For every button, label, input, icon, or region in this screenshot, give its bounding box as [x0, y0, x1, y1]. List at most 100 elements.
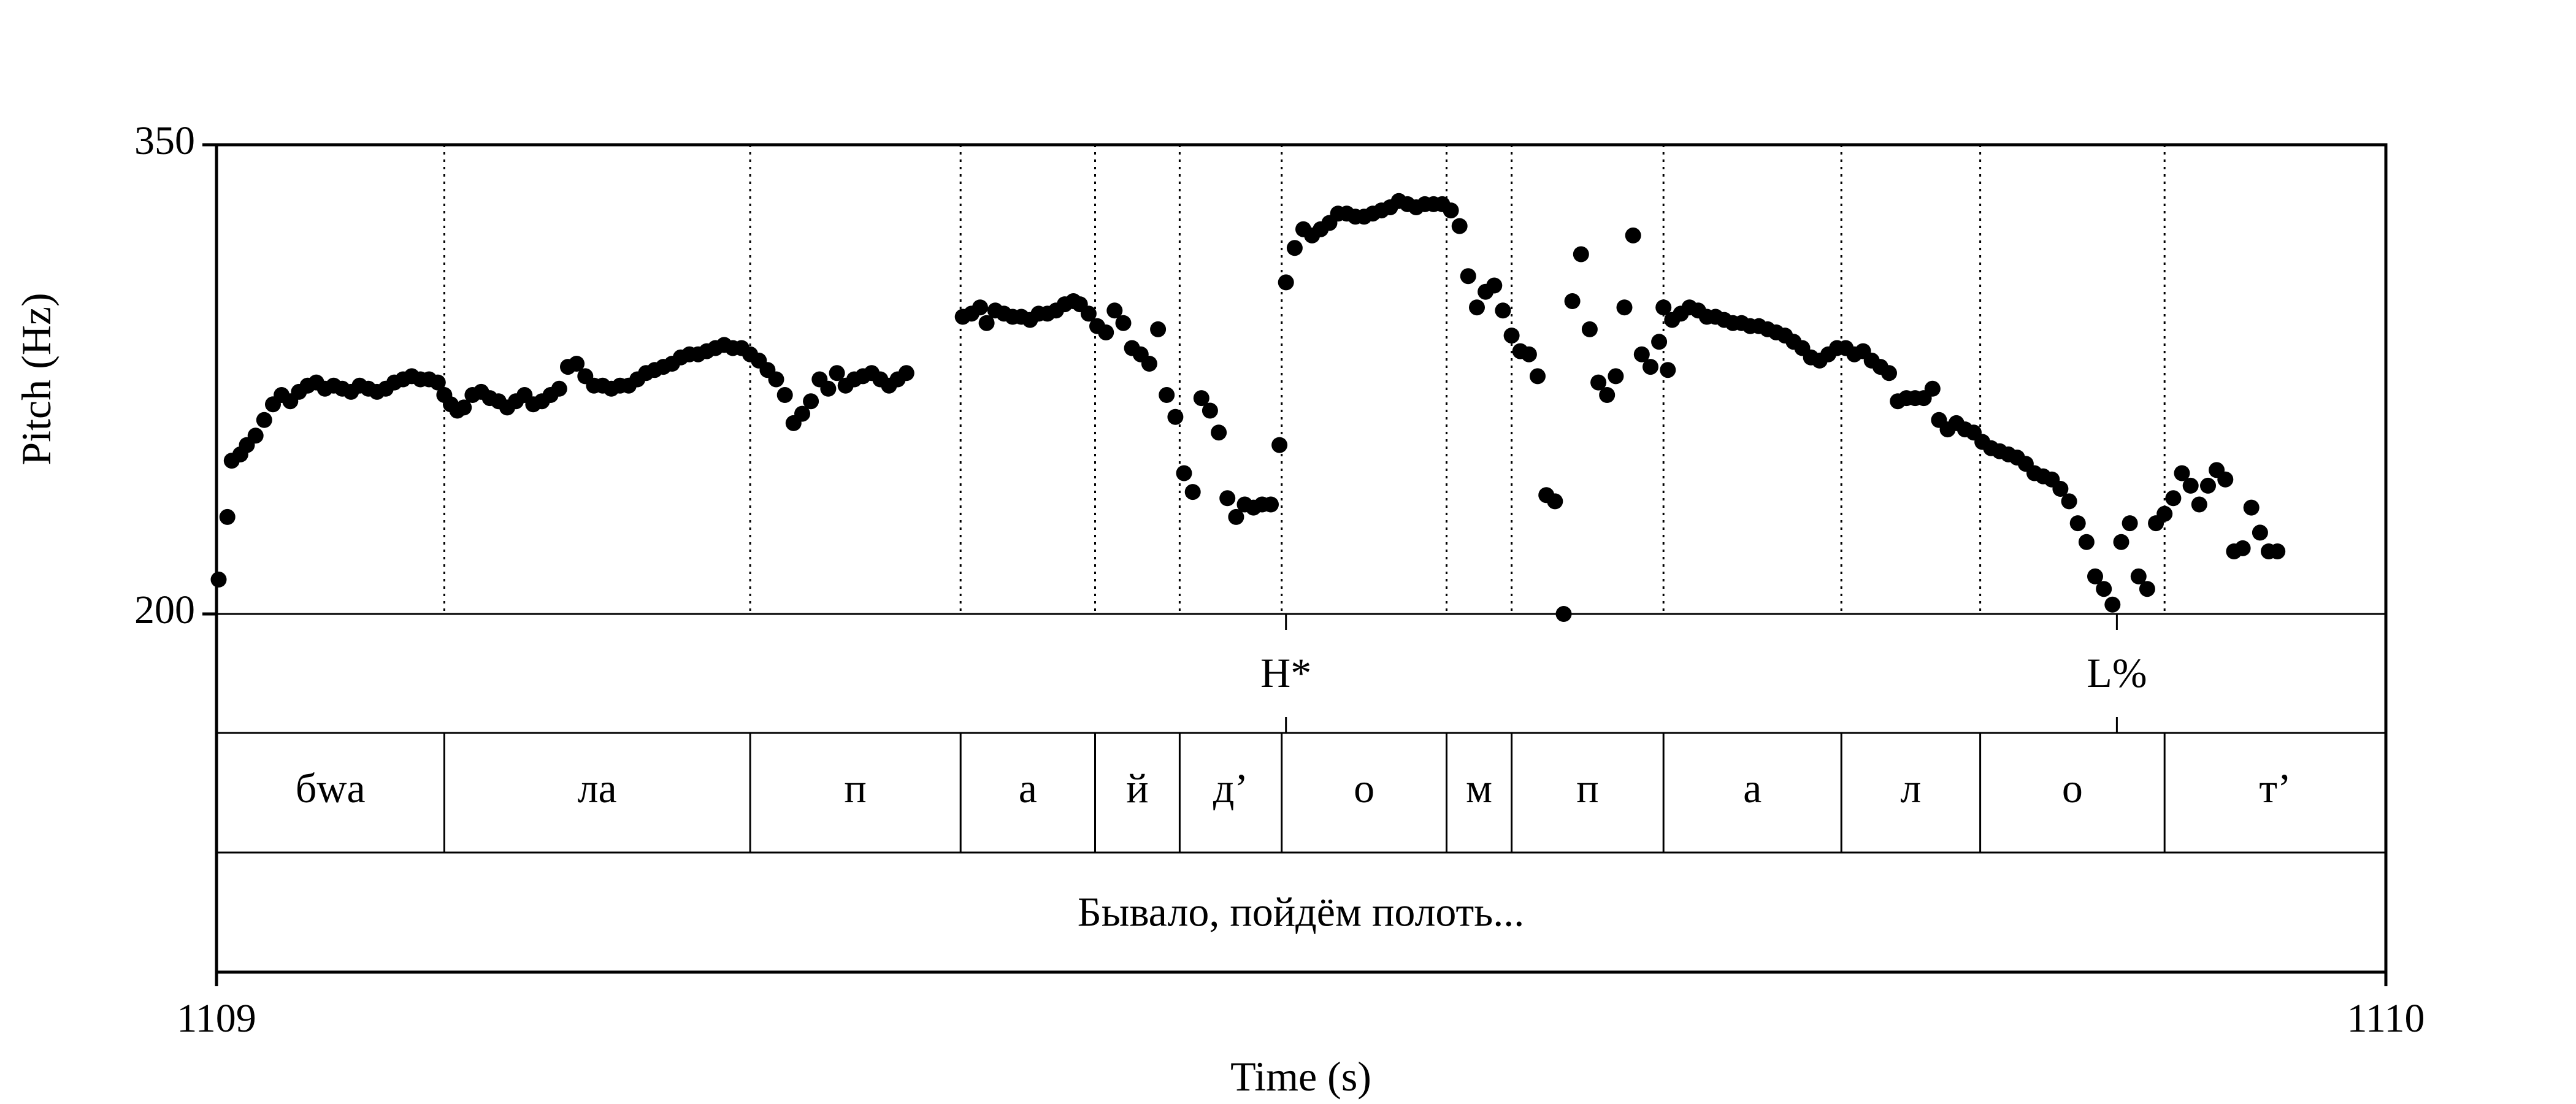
- pitch-point-106: [1159, 387, 1175, 403]
- pitch-point-43: [569, 356, 585, 372]
- pitch-point-84: [972, 299, 988, 316]
- pitch-point-228: [2200, 477, 2216, 494]
- pitch-point-69: [794, 405, 810, 422]
- pitch-point-156: [1590, 374, 1607, 391]
- pitch-point-221: [2139, 581, 2155, 597]
- pitch-point-211: [2052, 481, 2069, 497]
- pitch-point-230: [2217, 471, 2234, 488]
- pitch-point-97: [1080, 305, 1097, 322]
- pitch-point-112: [1211, 424, 1227, 441]
- pitch-panel: [210, 145, 2286, 622]
- pitch-point-113: [1219, 490, 1236, 507]
- segment-label-4: й: [1126, 765, 1148, 811]
- pitch-point-101: [1115, 315, 1132, 331]
- segment-labels: бwa ла п а й д’ о м п а л о т’: [296, 765, 2291, 811]
- pitch-point-162: [1643, 359, 1658, 375]
- x-axis: 1109 1110 Time (s): [177, 972, 2425, 1100]
- pitch-point-148: [1520, 346, 1537, 362]
- pitch-point-111: [1202, 402, 1218, 419]
- pitch-point-6: [256, 412, 272, 428]
- pitch-point-81: [898, 365, 914, 381]
- pitch-point-226: [2182, 477, 2199, 494]
- pitch-point-213: [2069, 515, 2086, 532]
- x-tick-label-1109: 1109: [177, 996, 256, 1041]
- segment-boundaries: [443, 733, 2166, 853]
- pitch-point-139: [1443, 202, 1459, 219]
- x-axis-label: Time (s): [1230, 1053, 1371, 1100]
- pitch-point-218: [2113, 534, 2129, 550]
- segment-label-9: а: [1743, 765, 1761, 811]
- pitch-point-217: [2104, 596, 2121, 613]
- pitch-point-220: [2130, 568, 2147, 585]
- pitch-point-114: [1228, 508, 1244, 525]
- pitch-point-121: [1286, 240, 1303, 256]
- pitch-point-108: [1176, 465, 1192, 481]
- pitch-point-66: [768, 371, 784, 388]
- pitch-point-1: [219, 508, 236, 525]
- pitch-point-140: [1451, 218, 1468, 234]
- pitch-point-236: [2269, 543, 2286, 559]
- tone-label-h-star: H*: [1260, 650, 1311, 696]
- pitch-point-153: [1564, 293, 1581, 309]
- pitch-point-67: [776, 387, 793, 403]
- plot-frame: [215, 143, 2388, 974]
- segment-label-8: п: [1576, 765, 1598, 811]
- pitch-point-100: [1106, 302, 1123, 319]
- pitch-point-26: [429, 374, 446, 391]
- y-axis-label: Pitch (Hz): [13, 293, 59, 465]
- pitch-point-41: [551, 380, 567, 397]
- pitch-point-120: [1278, 274, 1294, 291]
- pitch-point-142: [1469, 299, 1485, 316]
- pitch-point-119: [1271, 437, 1288, 453]
- pitch-point-232: [2234, 540, 2251, 556]
- pitch-point-223: [2156, 505, 2173, 522]
- pitch-point-146: [1503, 328, 1520, 344]
- y-tick-label-200: 200: [134, 588, 195, 632]
- pitch-point-118: [1263, 496, 1279, 513]
- pitch-point-159: [1616, 299, 1633, 316]
- pitch-point-233: [2243, 499, 2260, 516]
- pitch-point-191: [1881, 365, 1897, 381]
- pitch-point-85: [978, 315, 995, 331]
- segment-label-5: д’: [1213, 765, 1248, 811]
- segment-label-7: м: [1466, 765, 1492, 811]
- pitch-point-164: [1660, 362, 1676, 378]
- segment-label-11: о: [2062, 765, 2083, 811]
- pitch-point-224: [2165, 490, 2182, 507]
- segment-label-12: т’: [2259, 765, 2291, 811]
- segment-label-3: а: [1019, 765, 1037, 811]
- pitch-point-219: [2122, 515, 2138, 532]
- pitch-point-160: [1625, 227, 1641, 243]
- pitch-point-215: [2087, 568, 2103, 585]
- tone-label-l-percent: L%: [2087, 650, 2147, 696]
- pitch-point-165: [1655, 299, 1672, 316]
- pitch-point-104: [1141, 356, 1157, 372]
- pitch-point-225: [2174, 465, 2190, 481]
- pitch-point-72: [820, 380, 837, 397]
- pitch-point-196: [1924, 380, 1941, 397]
- pitch-boundary-lines: [443, 145, 2166, 614]
- pitch-point-70: [803, 393, 819, 410]
- tone-tier: H* L%: [1260, 614, 2147, 733]
- pitch-point-145: [1495, 302, 1511, 319]
- pitch-point-107: [1167, 408, 1184, 425]
- pitch-points: [210, 193, 2286, 622]
- segment-label-1: ла: [578, 765, 617, 811]
- y-tick-label-350: 350: [134, 118, 195, 163]
- pitch-point-5: [247, 427, 264, 444]
- sentence-transcript: Бывало, пойдём полоть...: [1078, 889, 1525, 935]
- pitch-point-73: [829, 365, 845, 381]
- pitch-point-212: [2061, 493, 2077, 510]
- segment-label-0: бwa: [296, 765, 366, 811]
- segment-label-6: о: [1354, 765, 1374, 811]
- pitch-point-110: [1193, 390, 1209, 407]
- pitch-point-149: [1530, 368, 1546, 385]
- pitch-point-105: [1150, 321, 1167, 337]
- y-axis: 350 200 Pitch (Hz): [13, 118, 217, 632]
- pitch-point-214: [2078, 534, 2095, 550]
- pitch-point-154: [1573, 246, 1589, 263]
- pitch-point-151: [1547, 493, 1563, 510]
- pitch-point-144: [1486, 277, 1503, 294]
- pitch-point-0: [210, 571, 227, 588]
